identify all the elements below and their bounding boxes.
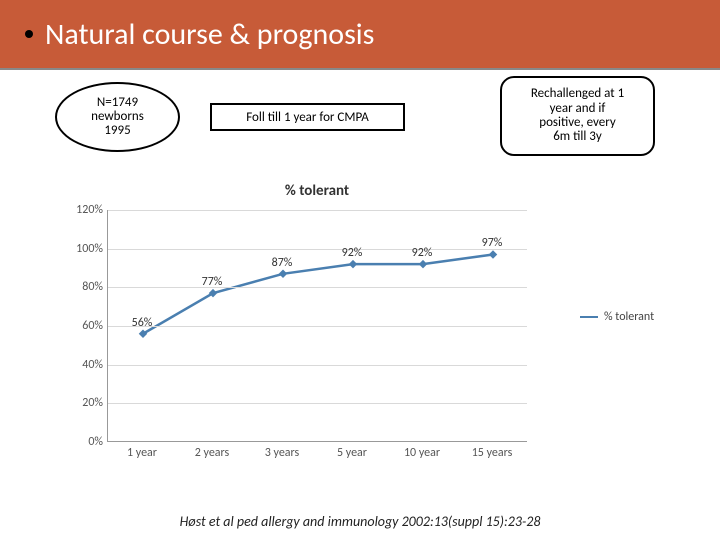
data-label: 92% [342,246,363,260]
gridline [108,210,527,211]
oval-line1: N=1749 [97,96,138,110]
oval-line3: 1995 [104,124,130,138]
bullet-icon [25,30,33,38]
callout-row: N=1749 newborns 1995 Foll till 1 year fo… [0,70,720,165]
x-tick-label: 15 years [472,446,513,460]
banner-title: Natural course & prognosis [45,16,374,53]
y-tick-label: 0% [65,435,103,449]
data-label: 92% [412,246,433,260]
data-label: 77% [202,275,223,289]
gridline [108,326,527,327]
chart-title: % tolerant [107,182,527,200]
oval-line2: newborns [91,110,144,124]
chart-legend: % tolerant [580,310,654,324]
round-line4: 6m till 3y [531,130,624,144]
round-line3: positive, every [531,116,624,130]
gridline [108,365,527,366]
study-cohort-oval: N=1749 newborns 1995 [55,82,180,152]
gridline [108,249,527,250]
y-tick-label: 40% [65,358,103,372]
x-tick-label: 5 year [337,446,367,460]
legend-label: % tolerant [604,310,654,324]
legend-swatch [580,316,598,318]
x-tick-label: 3 years [265,446,299,460]
title-banner: Natural course & prognosis [0,0,720,70]
x-tick-label: 2 years [195,446,229,460]
citation: Høst et al ped allergy and immunology 20… [0,513,720,530]
data-label: 87% [272,256,293,270]
plot-area [107,210,527,442]
y-tick-label: 100% [65,242,103,256]
x-tick-label: 10 year [404,446,440,460]
gridline [108,287,527,288]
y-tick-label: 80% [65,280,103,294]
y-tick-label: 60% [65,319,103,333]
followup-box: Foll till 1 year for CMPA [210,103,405,131]
tolerance-chart: % tolerant 0% 20% 40% 60% 80% 100% 120% 1 year 2… [55,182,595,477]
y-tick-label: 120% [65,203,103,217]
data-label: 56% [132,316,153,330]
y-tick-label: 20% [65,396,103,410]
rechallenge-box: Rechallenged at 1 year and if positive, … [500,76,655,156]
gridline [108,403,527,404]
round-line1: Rechallenged at 1 [531,87,624,101]
followup-text: Foll till 1 year for CMPA [246,110,368,125]
data-label: 97% [482,236,503,250]
round-line2: year and if [531,102,624,116]
x-tick-label: 1 year [127,446,157,460]
